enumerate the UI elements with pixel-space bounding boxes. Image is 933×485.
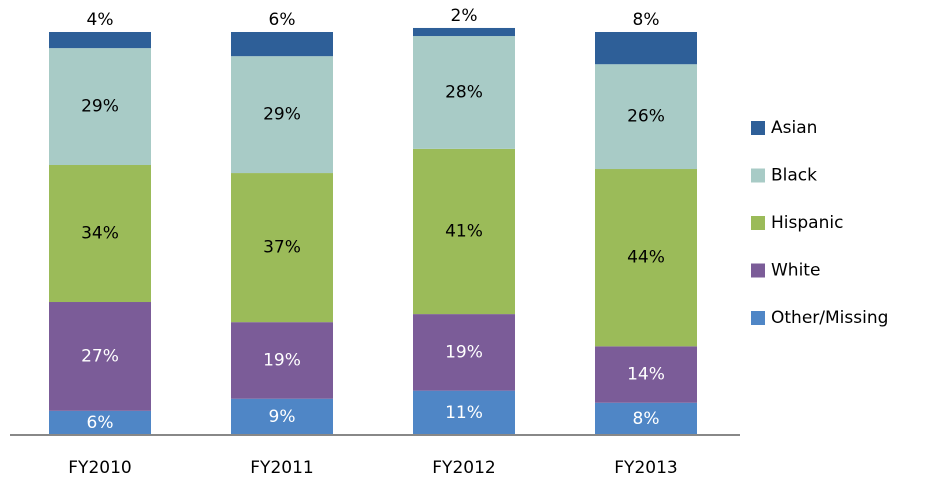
legend-label: Other/Missing [771,308,888,328]
bar-segment [413,27,515,37]
legend-swatch [751,168,765,183]
x-tick-label: FY2013 [614,458,677,478]
data-label: 29% [81,97,119,117]
bar-segment [49,164,151,303]
data-label: 28% [445,82,483,102]
data-label: 4% [87,10,114,30]
bar-segment [49,302,151,411]
bar-segment [231,32,333,57]
legend-swatch [751,263,765,278]
data-label: 14% [627,365,665,385]
data-label: 2% [451,6,478,26]
bar-segment [595,32,697,65]
data-label: 37% [263,238,301,258]
bar-segment [413,36,515,149]
x-tick-label: FY2011 [250,458,313,478]
data-label: 29% [263,105,301,125]
data-label: 6% [87,413,114,433]
legend-swatch [751,311,765,325]
data-label: 8% [633,409,660,429]
bar-segment [595,169,697,347]
data-label: 19% [263,350,301,370]
data-label: 8% [633,10,660,30]
data-label: 11% [445,403,483,423]
bar-segment [49,410,151,435]
data-label: 26% [627,107,665,127]
bar-segment [413,314,515,391]
bar-segment [231,56,333,174]
data-label: 44% [627,248,665,268]
bar-segment [231,173,333,323]
bar-segment [231,398,333,435]
bar-segment [49,48,151,165]
legend-label: Black [771,166,817,186]
data-label: 19% [445,342,483,362]
legend-swatch [751,216,765,230]
data-label: 9% [269,407,296,427]
bar-segment [595,64,697,170]
legend-label: White [771,261,820,281]
bar-segment [413,148,515,315]
data-label: 27% [81,346,119,366]
bar-segment [595,346,697,403]
data-label: 41% [445,221,483,241]
bar-segment [595,402,697,435]
legend-swatch [751,121,765,135]
bar-segment [49,32,151,49]
x-tick-label: FY2010 [68,458,131,478]
data-label: 6% [269,10,296,30]
data-label: 34% [81,224,119,244]
bar-segment [413,390,515,435]
legend-label: Hispanic [771,213,843,233]
legend-label: Asian [771,118,817,138]
x-tick-label: FY2012 [432,458,495,478]
bar-segment [231,322,333,399]
